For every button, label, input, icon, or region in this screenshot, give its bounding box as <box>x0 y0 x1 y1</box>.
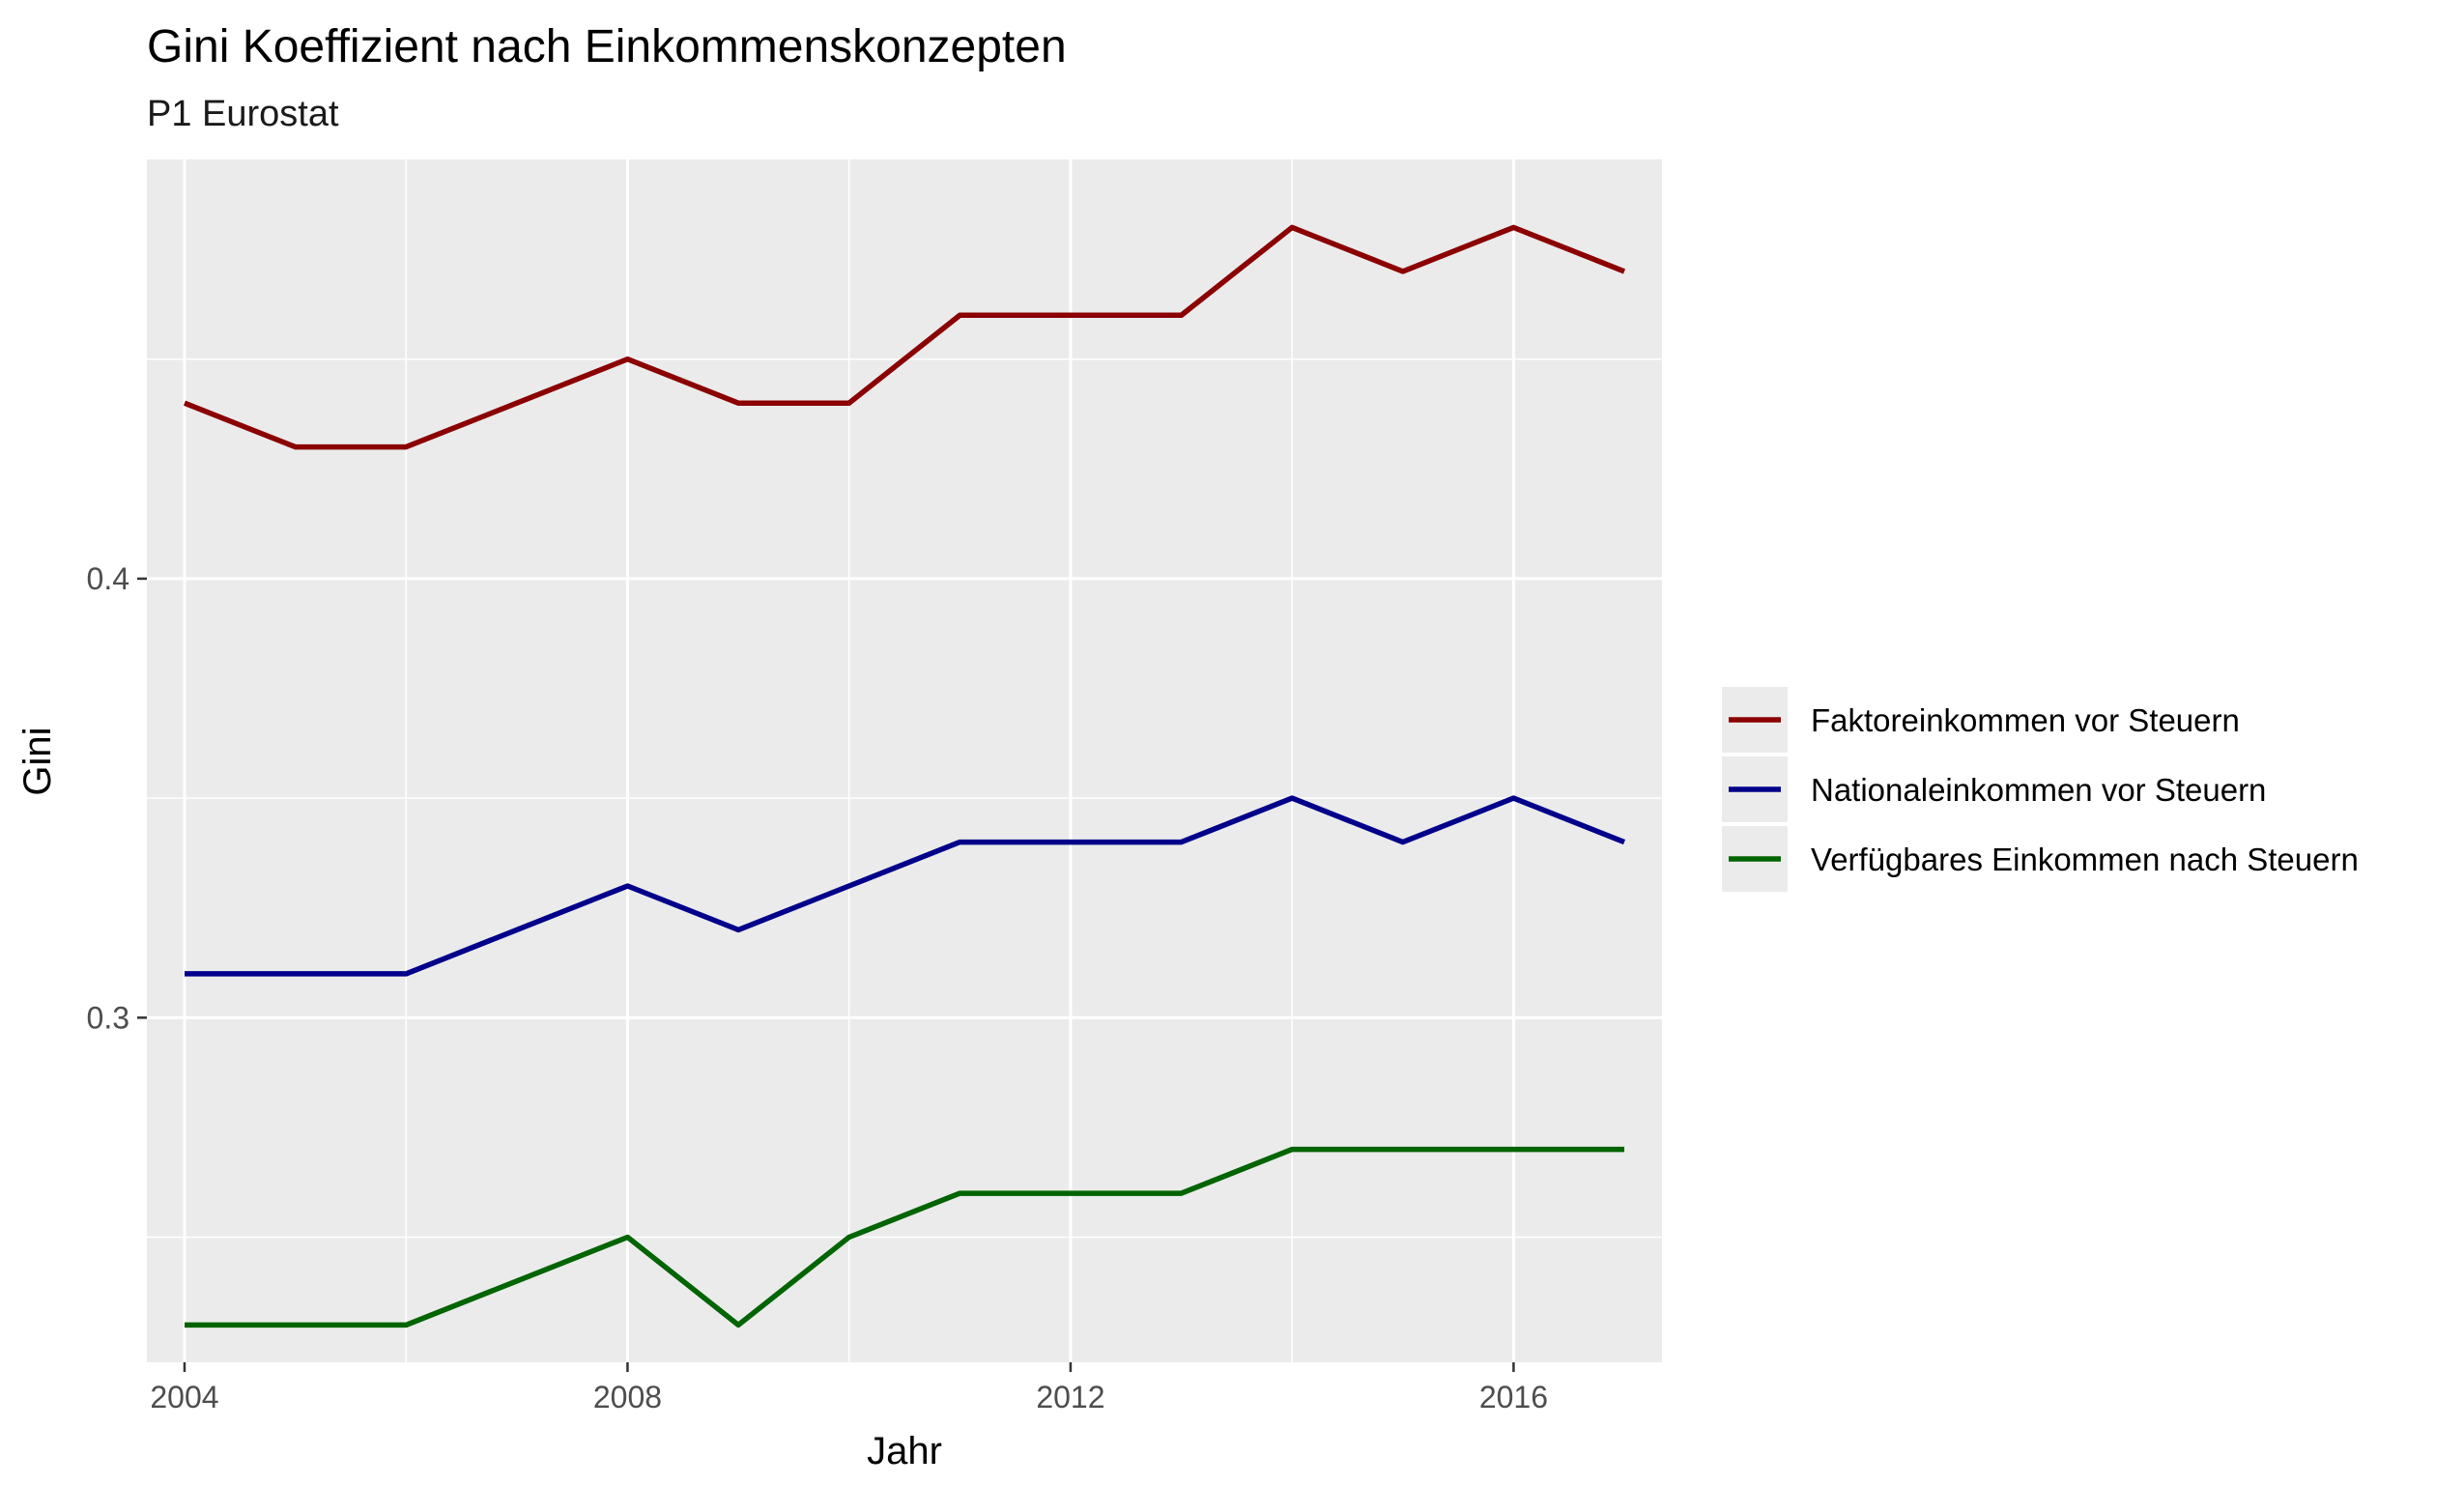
x-tick-label: 2004 <box>150 1380 218 1414</box>
major-gridlines <box>147 159 1662 1362</box>
y-tick-label: 0.3 <box>87 1000 129 1035</box>
axis-ticks <box>137 577 1515 1372</box>
x-tick-label: 2012 <box>1036 1380 1104 1414</box>
legend: Faktoreinkommen vor Steuern Nationaleinko… <box>1722 687 2359 892</box>
legend-item: Nationaleinkommen vor Steuern <box>1722 757 2266 822</box>
legend-label: Faktoreinkommen vor Steuern <box>1811 702 2240 738</box>
x-tick-label: 2008 <box>593 1380 662 1414</box>
legend-label: Verfügbares Einkommen nach Steuern <box>1811 842 2359 877</box>
y-axis-title: Gini <box>16 727 59 795</box>
x-tick-label: 2016 <box>1479 1380 1548 1414</box>
chart-subtitle: P1 Eurostat <box>147 94 339 134</box>
legend-item: Verfügbares Einkommen nach Steuern <box>1722 826 2359 892</box>
tick-labels: 2004 2008 2012 2016 0.3 0.4 <box>87 561 1548 1414</box>
plot-panel <box>147 159 1662 1362</box>
series-line-3 <box>185 1146 1624 1328</box>
series-line-1 <box>183 224 1626 450</box>
series-lines <box>183 224 1626 1328</box>
chart-title: Gini Koeffizient nach Einkommenskonzepte… <box>147 21 1067 72</box>
series-line-2 <box>185 795 1626 977</box>
legend-label: Nationaleinkommen vor Steuern <box>1811 772 2266 808</box>
x-axis-title: Jahr <box>867 1430 942 1472</box>
y-tick-label: 0.4 <box>87 561 129 596</box>
legend-item: Faktoreinkommen vor Steuern <box>1722 687 2240 753</box>
